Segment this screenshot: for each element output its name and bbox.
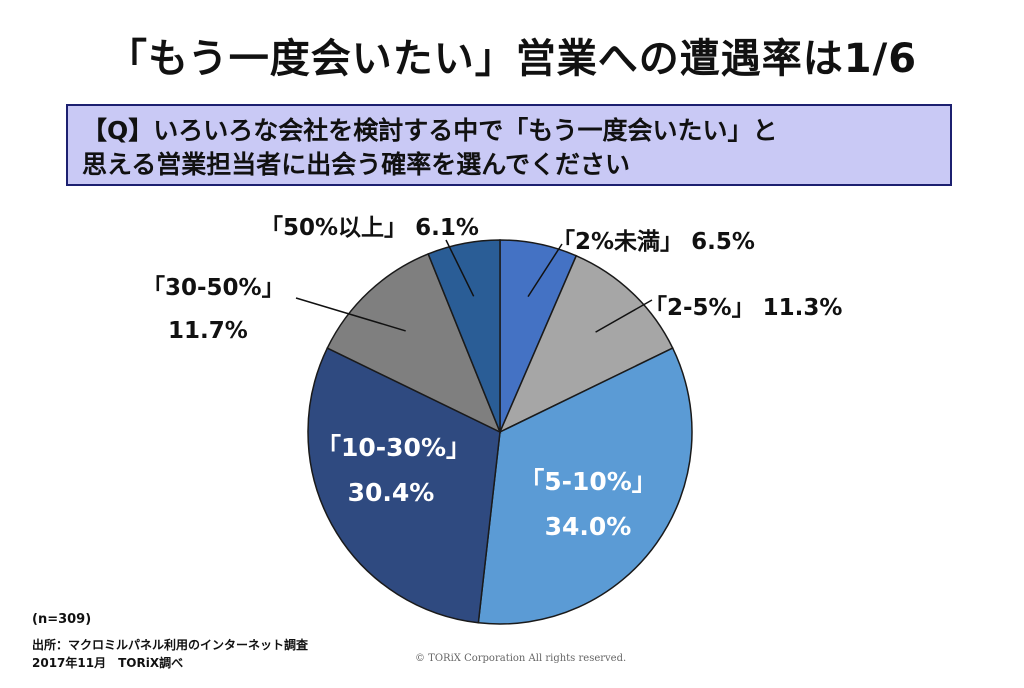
pie-slice-10-30 [307,347,501,624]
pie-slice-2-5 [498,254,674,434]
leader-line-gt50 [445,239,475,297]
slice-label-2-5-value: 11.3% [762,295,843,321]
leader-line-30-50 [295,297,406,332]
slice-label-2-5: 「2-5%」 11.3% [644,288,842,322]
leader-line-2-5 [595,299,653,333]
slice-label-lt2: 「2%未満」 6.5% [552,222,755,256]
slice-label-gt50-name: 「50%以上」 [260,215,408,241]
slice-label-lt2-name: 「2%未満」 [552,229,684,255]
slice-label-lt2-value: 6.5% [691,229,755,255]
copyright: © TORiX Corporation All rights reserved. [415,653,627,664]
slice-label-gt50-value: 6.1% [415,215,479,241]
pie-slice-5-10 [477,347,693,625]
question-line-1: 【Q】いろいろな会社を検討する中で「もう一度会いたい」と [82,116,778,145]
slice-label-30-50-name: 「30-50%」 [142,275,285,301]
pie-slice-30-50 [326,252,502,434]
date-note: 2017年11月 TORiX調べ [32,656,184,670]
slice-label-5-10: 「5-10%」 34.0% [518,462,658,541]
question-box: 【Q】いろいろな会社を検討する中で「もう一度会いたい」と 思える営業担当者に出会… [66,104,952,186]
leader-lines [295,239,653,333]
sample-size: (n=309) [32,612,92,627]
source-note: 出所：マクロミルパネル利用のインターネット調査 [32,638,309,652]
slice-label-5-10-name: 「5-10%」 [519,467,657,496]
slice-label-30-50-value: 11.7% [168,318,248,344]
slice-label-30-50: 「30-50%」 11.7% [142,268,285,344]
question-line-2: 思える営業担当者に出会う確率を選んでください [82,150,631,179]
leader-line-lt2 [527,243,563,298]
slice-label-10-30: 「10-30%」 30.4% [316,428,472,507]
chart-title: 「もう一度会いたい」営業への遭遇率は1/6 [106,36,918,82]
slice-label-10-30-value: 30.4% [347,478,435,507]
slice-label-5-10-value: 34.0% [544,512,632,541]
pie-slice-gt50 [427,239,501,433]
pie-slices [307,239,693,625]
slice-label-gt50: 「50%以上」 6.1% [260,208,479,242]
slice-label-10-30-name: 「10-30%」 [316,433,472,462]
slice-label-2-5-name: 「2-5%」 [644,295,755,321]
